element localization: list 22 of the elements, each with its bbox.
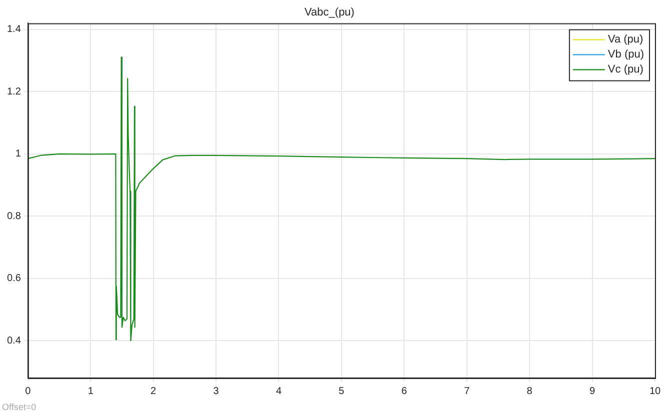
x-tick-label: 4 [276, 386, 282, 397]
x-tick-label: 3 [213, 386, 220, 397]
y-tick-label: 0.4 [6, 335, 22, 346]
text: Offset=0 [2, 402, 36, 412]
x-tick-label: 0 [25, 386, 32, 397]
legend-label: Va (pu) [608, 34, 644, 46]
legend-label: Vc (pu) [608, 64, 644, 76]
x-tick-label: 8 [526, 386, 533, 397]
x-tick-label: 6 [401, 386, 408, 397]
y-tick-label: 0.8 [6, 210, 22, 222]
x-tick-label: 10 [649, 386, 661, 397]
x-tick-label: 1 [88, 386, 94, 397]
legend-label: Vb (pu) [608, 48, 644, 61]
chart-title: Vabc_(pu) [304, 6, 354, 19]
y-tick-label: 1.2 [6, 86, 22, 98]
y-tick-label: 1 [15, 148, 22, 160]
x-tick-label: 2 [150, 386, 157, 397]
x-tick-label: 7 [464, 386, 470, 397]
y-tick-label: 0.6 [6, 273, 22, 284]
x-tick-label: 5 [338, 386, 345, 397]
x-tick-label: 9 [590, 386, 596, 397]
y-tick-label: 1.4 [6, 24, 22, 36]
